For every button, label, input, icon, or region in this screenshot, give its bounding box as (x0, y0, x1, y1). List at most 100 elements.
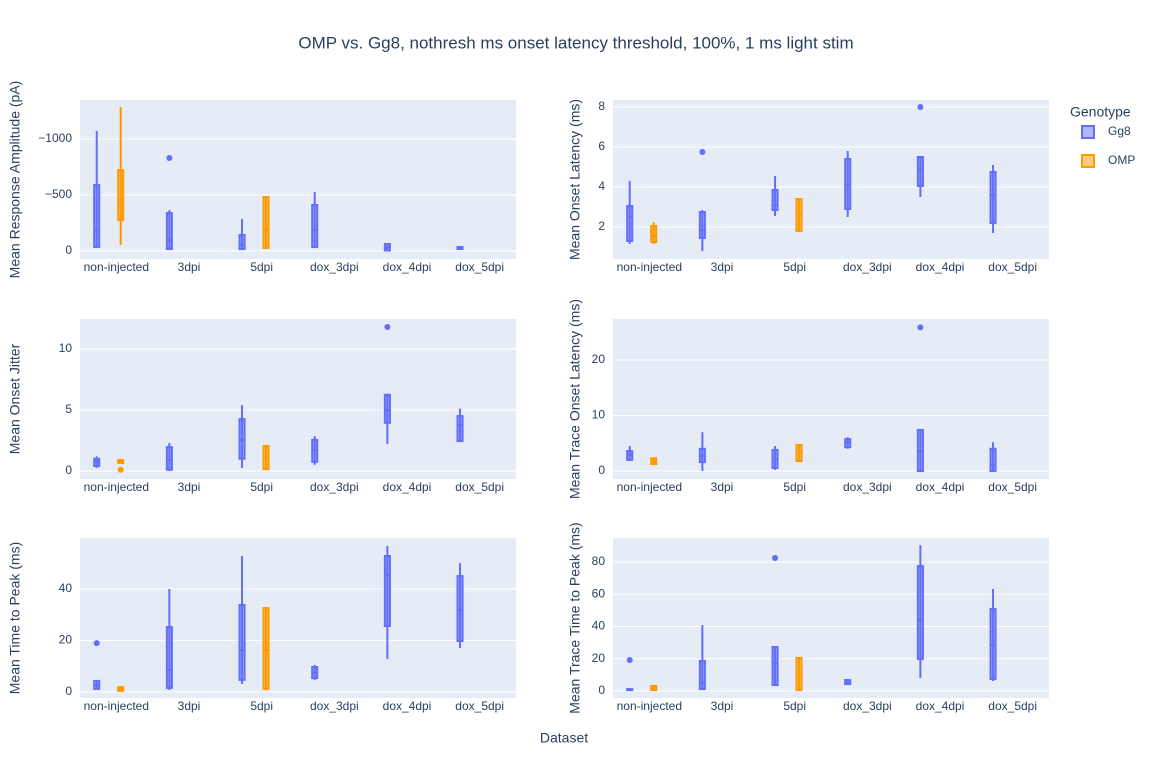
y-tick-label: 6 (598, 139, 605, 153)
box (989, 607, 997, 681)
box (989, 447, 997, 473)
outlier (93, 640, 100, 647)
box (698, 211, 706, 239)
y-axis-title: Mean Time to Peak (ms) (7, 542, 23, 695)
x-tick-label: dox_4dpi (383, 699, 432, 713)
legend-swatch (1081, 125, 1095, 139)
legend-label: OMP (1108, 153, 1135, 167)
y-axis-title: Mean Onset Latency (ms) (567, 99, 583, 260)
box (262, 607, 270, 690)
x-tick-label: 5dpi (250, 480, 273, 494)
outlier (384, 324, 391, 331)
y-tick-label: 0 (598, 463, 605, 477)
x-tick-label: dox_5dpi (455, 480, 504, 494)
plot-background (613, 319, 1049, 479)
outlier (166, 155, 173, 162)
box (795, 656, 803, 692)
box (456, 575, 464, 643)
x-tick-label: dox_4dpi (916, 480, 965, 494)
x-tick-label: dox_3dpi (843, 260, 892, 274)
x-tick-label: dox_3dpi (310, 699, 359, 713)
y-tick-label: 20 (59, 633, 73, 647)
x-tick-label: 5dpi (783, 699, 806, 713)
box (626, 205, 634, 242)
x-tick-label: 5dpi (250, 260, 273, 274)
x-tick-label: non-injected (84, 480, 149, 494)
box (311, 203, 319, 249)
outlier (117, 466, 124, 473)
plot-background (80, 319, 516, 479)
y-tick-label: 0 (598, 683, 605, 697)
outlier (626, 657, 633, 664)
y-tick-label: 5 (65, 402, 72, 416)
y-tick-label: −500 (45, 187, 72, 201)
outlier (917, 104, 924, 110)
x-tick-label: dox_4dpi (383, 480, 432, 494)
plot-background (80, 100, 516, 259)
y-tick-label: 10 (592, 408, 606, 422)
x-tick-label: dox_4dpi (916, 260, 965, 274)
y-tick-label: 20 (592, 352, 606, 366)
y-tick-label: −1000 (38, 131, 72, 145)
legend-swatch (1081, 154, 1095, 168)
outlier (699, 149, 706, 155)
y-axis-title: Mean Response Amplitude (pA) (7, 81, 23, 279)
x-tick-label: non-injected (84, 260, 149, 274)
box (456, 415, 464, 443)
y-tick-label: 0 (65, 463, 72, 477)
x-tick-label: dox_5dpi (988, 260, 1037, 274)
box (262, 444, 270, 471)
x-tick-label: dox_5dpi (988, 480, 1037, 494)
y-tick-label: 40 (592, 619, 606, 633)
box (238, 603, 246, 681)
x-tick-label: dox_3dpi (310, 260, 359, 274)
x-tick-label: 5dpi (250, 699, 273, 713)
y-tick-label: 0 (65, 684, 72, 698)
outlier (772, 554, 779, 561)
x-tick-label: non-injected (84, 699, 149, 713)
y-axis-title: Mean Onset Jitter (7, 343, 23, 454)
x-tick-label: dox_5dpi (988, 699, 1037, 713)
box (771, 645, 779, 687)
outlier (917, 324, 924, 331)
x-tick-label: non-injected (617, 480, 682, 494)
box (383, 555, 391, 628)
x-tick-label: dox_3dpi (843, 480, 892, 494)
plot-background (80, 538, 516, 698)
y-tick-label: 10 (59, 341, 73, 355)
box (238, 234, 246, 251)
x-tick-label: 5dpi (783, 480, 806, 494)
y-tick-label: 8 (598, 99, 605, 113)
x-tick-label: dox_5dpi (455, 699, 504, 713)
x-tick-label: dox_3dpi (843, 699, 892, 713)
plot-background (613, 100, 1049, 259)
x-tick-label: non-injected (617, 699, 682, 713)
y-axis-title: Mean Trace Time to Peak (ms) (567, 522, 583, 713)
y-tick-label: 80 (592, 554, 606, 568)
y-tick-label: 60 (592, 586, 606, 600)
x-tick-label: dox_4dpi (383, 260, 432, 274)
x-tick-label: 5dpi (783, 260, 806, 274)
legend-title: Genotype (1070, 104, 1131, 120)
box (165, 446, 173, 471)
box (93, 184, 101, 249)
y-axis-title: Mean Trace Onset Latency (ms) (567, 299, 583, 499)
y-tick-label: 2 (598, 219, 605, 233)
legend-label: Gg8 (1108, 124, 1131, 138)
x-tick-label: 3dpi (178, 699, 201, 713)
x-tick-label: dox_5dpi (455, 260, 504, 274)
box (771, 189, 779, 211)
box (383, 393, 391, 424)
x-tick-label: 3dpi (711, 260, 734, 274)
y-tick-label: 20 (592, 651, 606, 665)
x-tick-label: dox_4dpi (916, 699, 965, 713)
box (650, 225, 658, 243)
chart-title: OMP vs. Gg8, nothresh ms onset latency t… (298, 33, 853, 52)
x-tick-label: 3dpi (711, 480, 734, 494)
box (989, 171, 997, 224)
x-tick-label: non-injected (617, 260, 682, 274)
x-axis-title: Dataset (540, 730, 588, 746)
y-tick-label: 40 (59, 581, 73, 595)
box (698, 660, 706, 691)
